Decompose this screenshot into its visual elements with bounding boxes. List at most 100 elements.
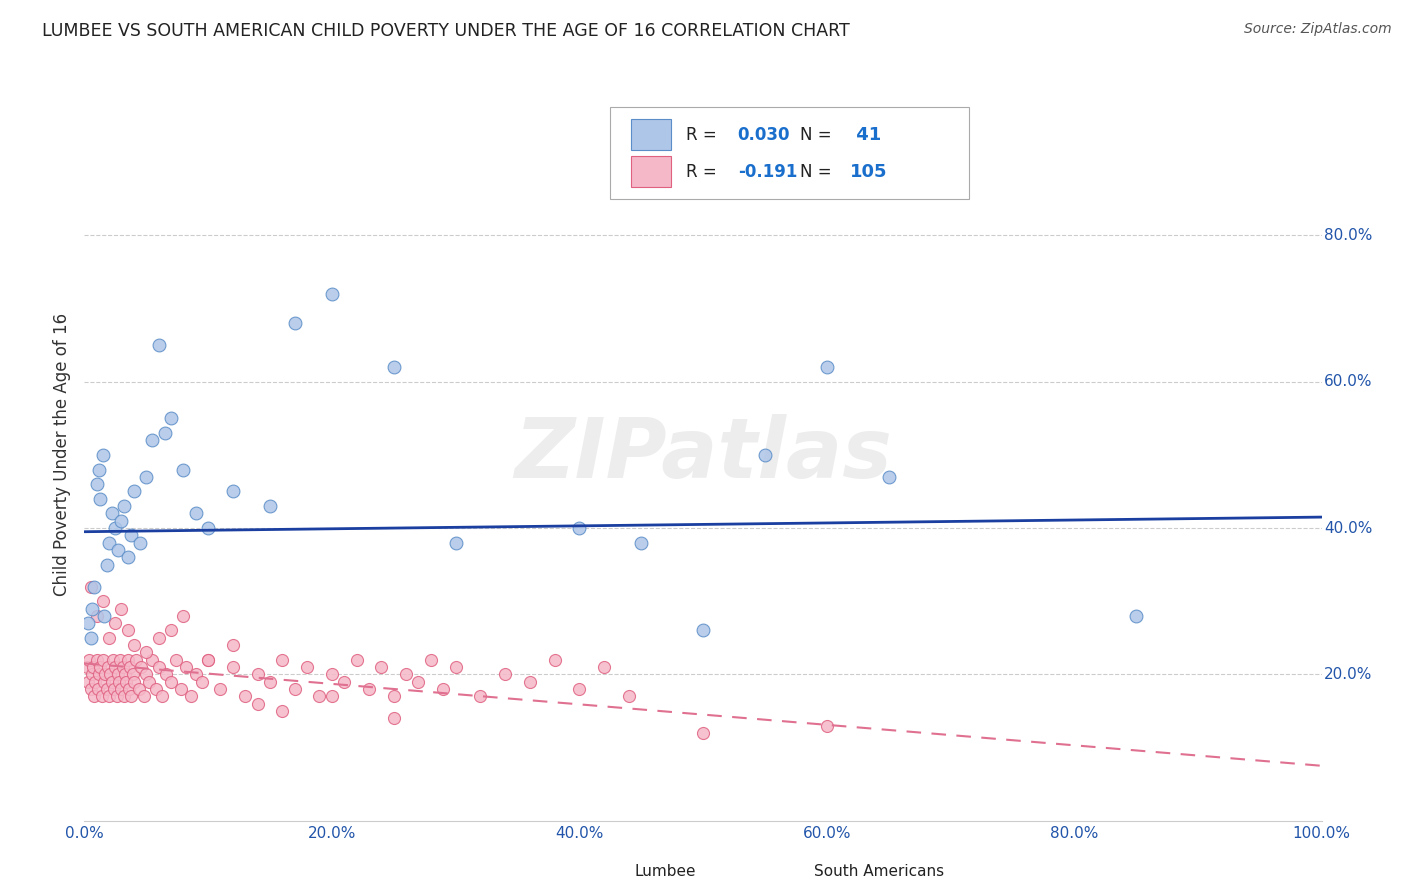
Point bbox=[104, 616, 127, 631]
Point bbox=[115, 674, 138, 689]
Point bbox=[432, 681, 454, 696]
Point bbox=[321, 690, 343, 704]
Point bbox=[79, 681, 101, 696]
Text: Source: ZipAtlas.com: Source: ZipAtlas.com bbox=[1244, 22, 1392, 37]
Point bbox=[112, 499, 135, 513]
Point bbox=[568, 681, 591, 696]
Text: South Americans: South Americans bbox=[814, 864, 945, 880]
Point bbox=[141, 653, 163, 667]
Point bbox=[259, 499, 281, 513]
Point bbox=[93, 608, 115, 623]
Point bbox=[1125, 608, 1147, 623]
Point bbox=[79, 653, 101, 667]
Text: N =: N = bbox=[800, 163, 831, 181]
Point bbox=[419, 653, 441, 667]
Point bbox=[145, 681, 167, 696]
Point bbox=[191, 674, 214, 689]
Point bbox=[110, 514, 132, 528]
Point bbox=[91, 448, 114, 462]
Point bbox=[246, 697, 269, 711]
Point bbox=[89, 667, 111, 681]
Point bbox=[100, 674, 122, 689]
Point bbox=[395, 667, 418, 681]
Point bbox=[98, 535, 121, 549]
Point bbox=[121, 667, 143, 681]
Point bbox=[98, 667, 121, 681]
Point bbox=[222, 484, 245, 499]
Point bbox=[91, 594, 114, 608]
Point bbox=[165, 653, 187, 667]
FancyBboxPatch shape bbox=[770, 860, 806, 888]
Point bbox=[148, 660, 170, 674]
Point bbox=[877, 470, 900, 484]
Point bbox=[153, 425, 176, 440]
Text: R =: R = bbox=[686, 126, 721, 144]
Point bbox=[284, 316, 307, 330]
Text: 20.0%: 20.0% bbox=[1324, 667, 1372, 681]
Point bbox=[172, 608, 194, 623]
Text: R =: R = bbox=[686, 163, 721, 181]
Point bbox=[172, 462, 194, 476]
Point bbox=[84, 674, 107, 689]
Point bbox=[104, 521, 127, 535]
Point bbox=[120, 690, 142, 704]
Point bbox=[98, 690, 121, 704]
Point bbox=[82, 660, 104, 674]
Point bbox=[79, 580, 101, 594]
Point bbox=[222, 660, 245, 674]
Text: Lumbee: Lumbee bbox=[636, 864, 696, 880]
Point bbox=[246, 667, 269, 681]
Point bbox=[155, 667, 177, 681]
Text: LUMBEE VS SOUTH AMERICAN CHILD POVERTY UNDER THE AGE OF 16 CORRELATION CHART: LUMBEE VS SOUTH AMERICAN CHILD POVERTY U… bbox=[42, 22, 851, 40]
Point bbox=[129, 535, 152, 549]
Point bbox=[135, 667, 157, 681]
Point bbox=[138, 674, 160, 689]
Point bbox=[111, 660, 134, 674]
Point bbox=[87, 681, 110, 696]
Point bbox=[233, 690, 256, 704]
Point bbox=[141, 434, 163, 448]
Y-axis label: Child Poverty Under the Age of 16: Child Poverty Under the Age of 16 bbox=[53, 313, 72, 597]
Point bbox=[120, 660, 142, 674]
Point bbox=[96, 681, 118, 696]
Text: ZIPatlas: ZIPatlas bbox=[515, 415, 891, 495]
Point bbox=[89, 491, 111, 506]
Point bbox=[105, 690, 128, 704]
Point bbox=[271, 653, 294, 667]
FancyBboxPatch shape bbox=[610, 108, 969, 199]
Point bbox=[630, 535, 652, 549]
Point bbox=[101, 653, 124, 667]
Point bbox=[120, 528, 142, 542]
Point bbox=[103, 681, 125, 696]
Text: 80.0%: 80.0% bbox=[1324, 228, 1372, 243]
Point bbox=[444, 535, 467, 549]
Point bbox=[197, 521, 219, 535]
Point bbox=[617, 690, 640, 704]
Point bbox=[148, 631, 170, 645]
Point bbox=[86, 477, 108, 491]
Point bbox=[107, 667, 129, 681]
Point bbox=[135, 470, 157, 484]
Point bbox=[110, 601, 132, 615]
Point bbox=[815, 718, 838, 732]
Point bbox=[76, 660, 98, 674]
Point bbox=[98, 631, 121, 645]
Point bbox=[100, 507, 122, 521]
Point bbox=[494, 667, 516, 681]
Point bbox=[271, 704, 294, 718]
Text: 105: 105 bbox=[851, 163, 887, 181]
Point bbox=[519, 674, 541, 689]
Point bbox=[122, 674, 145, 689]
Point bbox=[184, 667, 207, 681]
Point bbox=[321, 667, 343, 681]
Point bbox=[184, 507, 207, 521]
Point bbox=[568, 521, 591, 535]
Point bbox=[150, 690, 173, 704]
Point bbox=[122, 484, 145, 499]
Point bbox=[108, 674, 131, 689]
Point bbox=[174, 660, 197, 674]
Point bbox=[382, 360, 405, 375]
Point bbox=[83, 580, 105, 594]
Text: 40.0%: 40.0% bbox=[1324, 521, 1372, 535]
Point bbox=[543, 653, 565, 667]
